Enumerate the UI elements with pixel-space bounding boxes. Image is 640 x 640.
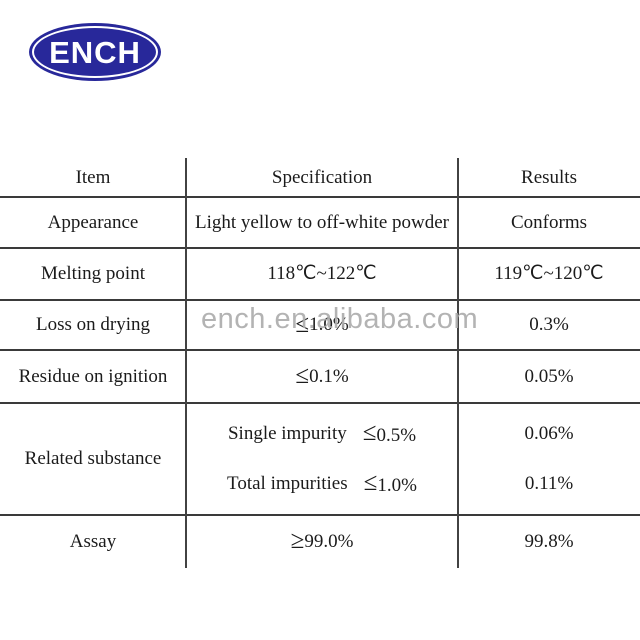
column-header-specification: Specification [271, 166, 373, 188]
less-equal-symbol: ≤ [363, 469, 378, 497]
cell-specification: Single impurity ≤0.5% Total impurities ≤… [186, 403, 458, 515]
cell-result: 0.3% [529, 314, 569, 336]
cell-item: Appearance [47, 211, 139, 233]
cell-item: Assay [69, 530, 117, 552]
table-column-divider [457, 158, 459, 568]
spec-value: 0.5% [376, 425, 417, 447]
table-row: Assay ≥99.0% 99.8% [0, 515, 640, 568]
spec-value: 0.1% [309, 365, 349, 387]
column-header-results: Results [521, 166, 577, 188]
table-divider [0, 402, 640, 404]
greater-equal-symbol: ≥ [290, 527, 305, 554]
cell-result: Conforms [511, 211, 587, 233]
cell-item: Melting point [41, 263, 145, 285]
watermark-text: ench.en.alibaba.com [201, 303, 479, 335]
table-row: Melting point 118℃~122℃ 119℃~120℃ [0, 248, 640, 300]
column-header-item: Item [75, 166, 111, 188]
cell-result: 119℃~120℃ [494, 263, 604, 285]
table-divider [0, 247, 640, 249]
less-equal-symbol: ≤ [295, 310, 310, 338]
cell-result: 0.05% [524, 365, 574, 387]
table-row: Residue on ignition ≤0.1% 0.05% [0, 350, 640, 403]
impurity-label: Single impurity [227, 423, 347, 445]
spec-value: 1.0% [309, 314, 349, 336]
table-row: Loss on drying ≤1.0% 0.3% [0, 300, 640, 350]
table-divider [0, 196, 640, 198]
cell-item: Loss on drying [36, 314, 150, 336]
table-divider [0, 299, 640, 301]
table-divider [0, 514, 640, 516]
spec-sub-line: Total impurities ≤1.0% [227, 469, 417, 497]
table-row: Related substance Single impurity ≤0.5% … [0, 403, 640, 515]
impurity-label: Total impurities [227, 473, 348, 495]
spec-value: 99.0% [304, 530, 354, 552]
table-column-divider [185, 158, 187, 568]
cell-item: Residue on ignition [18, 365, 168, 387]
cell-specification: ≤1.0% [186, 300, 458, 350]
less-equal-symbol: ≤ [362, 419, 377, 447]
spec-sub-line: Single impurity ≤0.5% [227, 419, 417, 447]
result-sub-line: 0.11% [524, 473, 574, 495]
result-sub-line: 0.06% [524, 423, 574, 445]
spec-value: 1.0% [377, 475, 417, 497]
cell-result: 99.8% [524, 530, 574, 552]
cell-item: Related substance [24, 448, 162, 470]
table-divider [0, 349, 640, 351]
cell-specification: 118℃~122℃ [267, 263, 377, 285]
less-equal-symbol: ≤ [295, 362, 310, 389]
cell-specification: ≥99.0% [186, 515, 458, 568]
brand-logo: ENCH [29, 23, 161, 81]
table-row: Appearance Light yellow to off-white pow… [0, 197, 640, 248]
table-header-row: Item Specification Results [0, 158, 640, 197]
cell-specification: ≤0.1% [186, 350, 458, 403]
logo-ellipse-ring [32, 26, 158, 78]
cell-specification: Light yellow to off-white powder [195, 211, 449, 233]
cell-result: 0.06% 0.11% [458, 403, 640, 515]
brand-name: ENCH [49, 34, 141, 70]
